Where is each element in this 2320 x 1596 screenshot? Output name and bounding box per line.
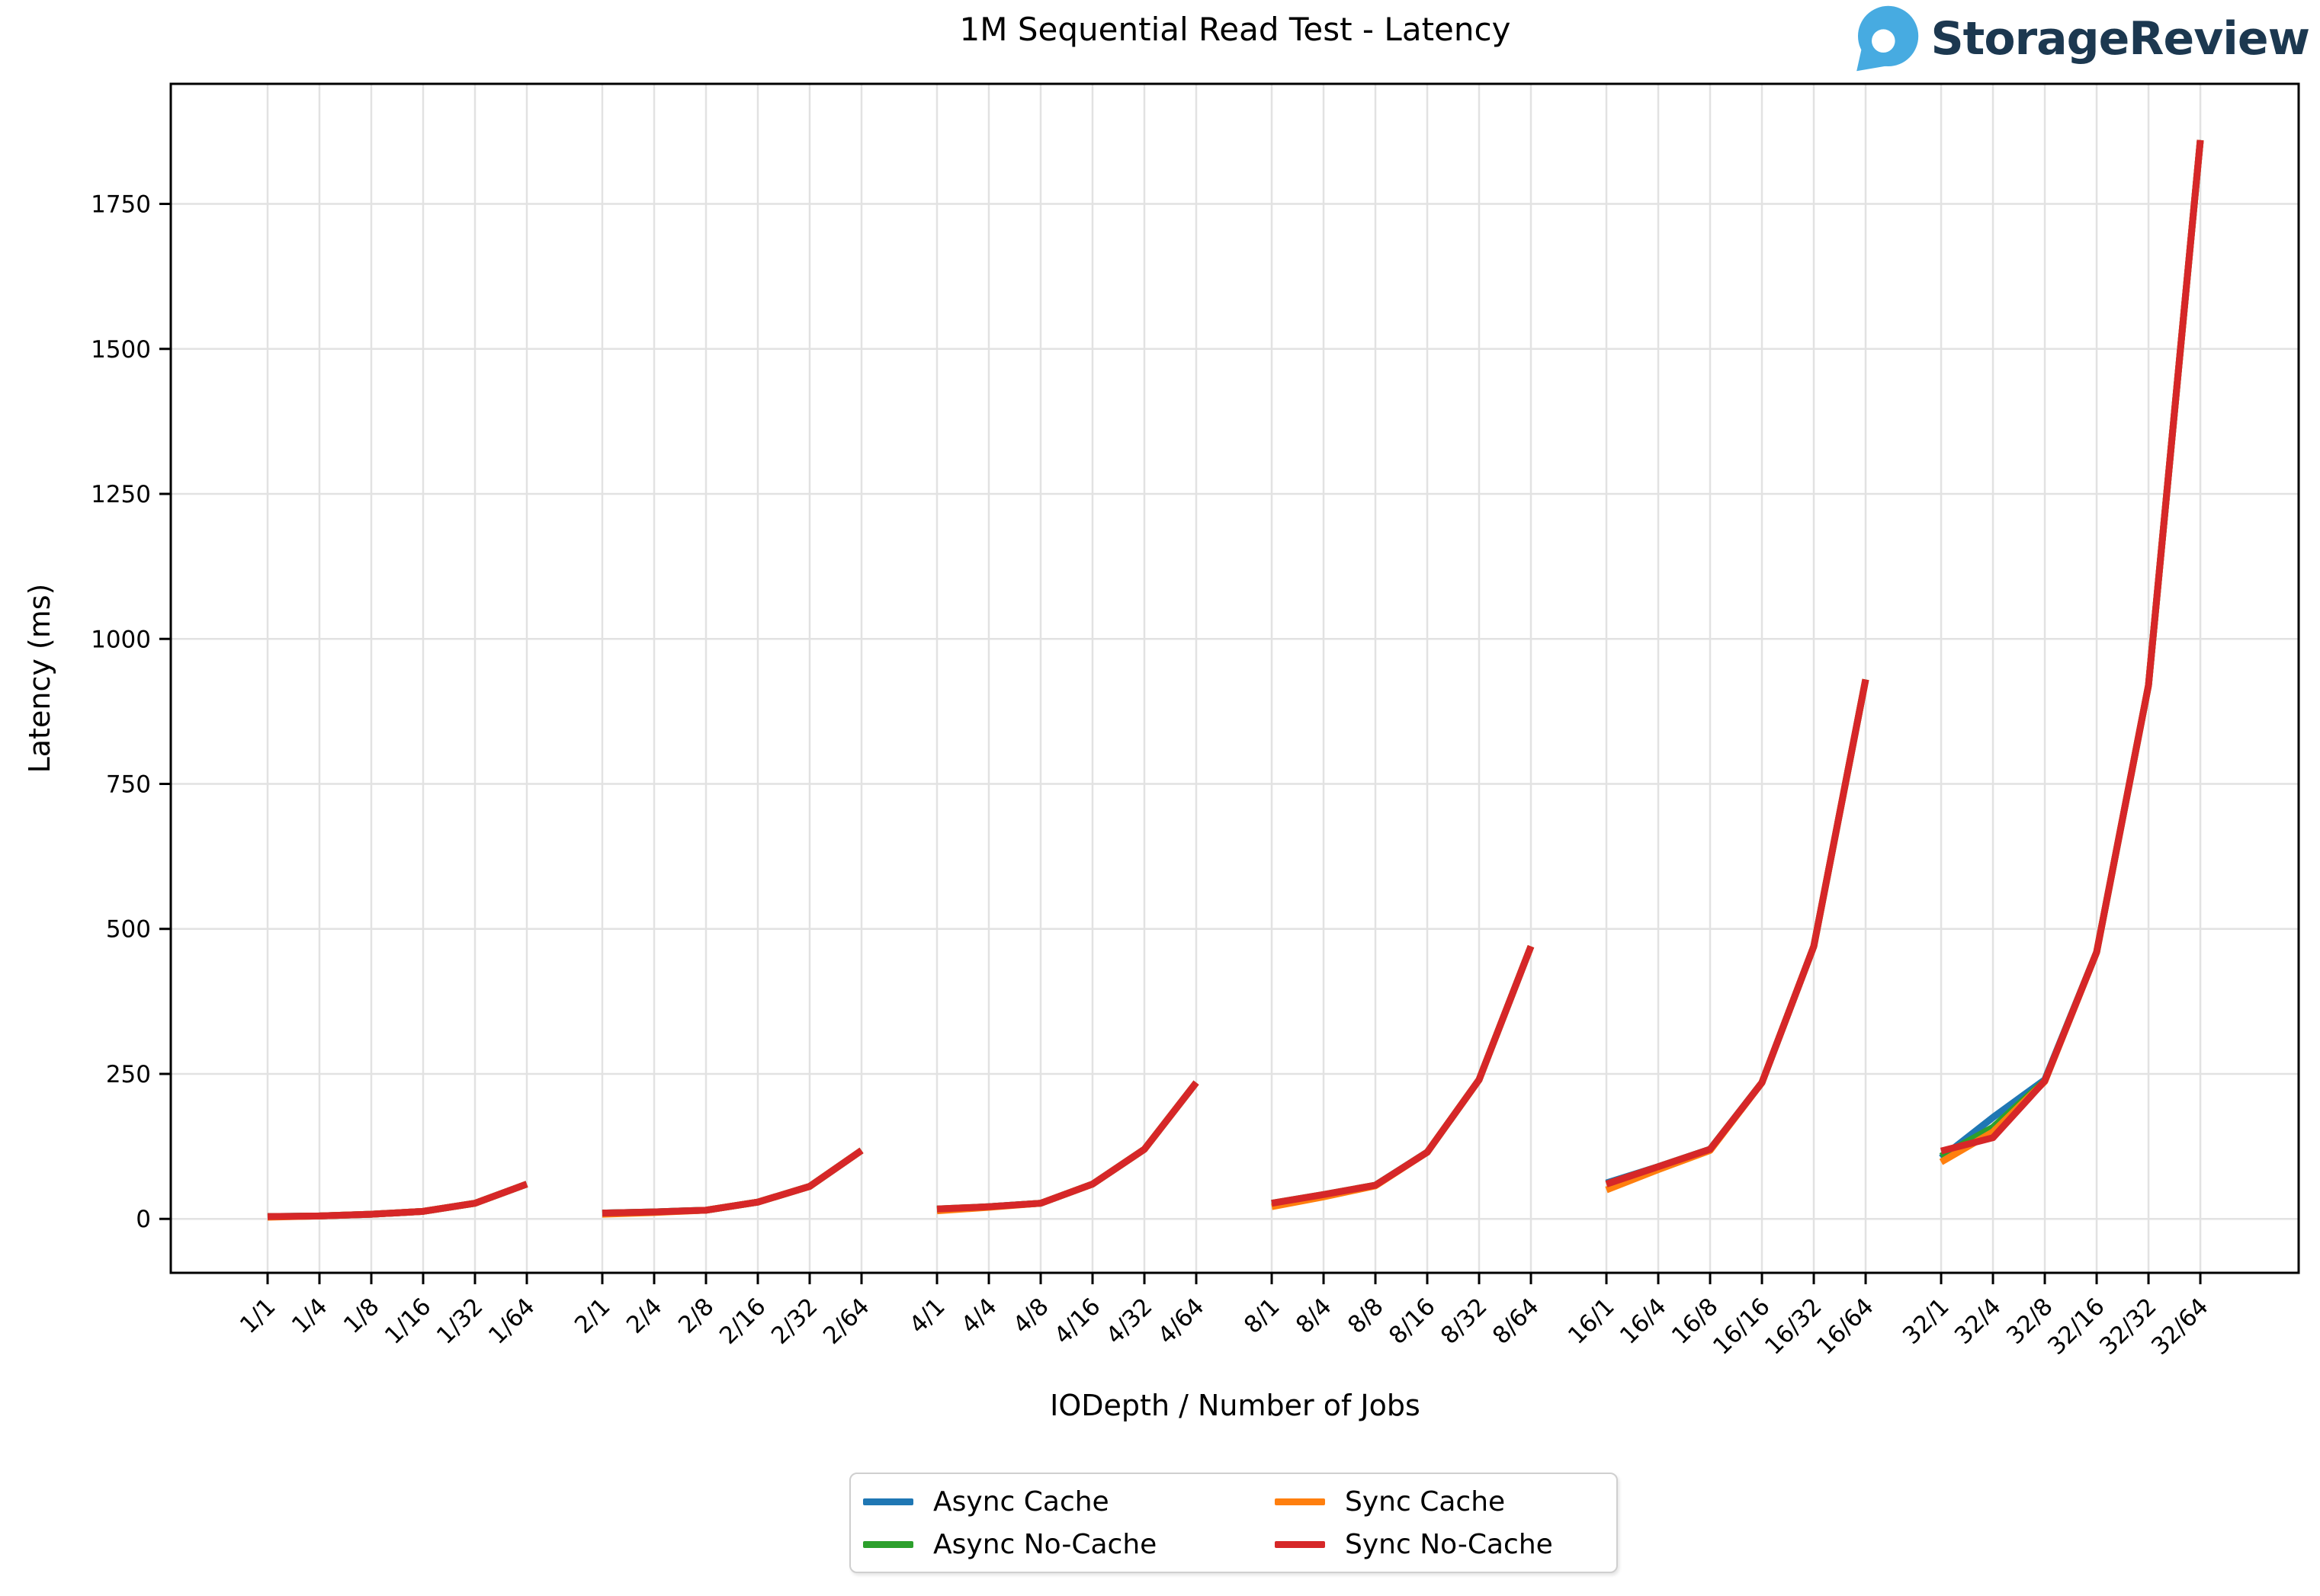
x-tick-label: 32/16 [2042, 1293, 2110, 1360]
storagereview-logo: StorageReview [1851, 5, 2310, 73]
x-tick-label: 2/16 [714, 1293, 772, 1350]
x-tick-label: 1/16 [380, 1293, 437, 1350]
y-tick-label: 1000 [91, 626, 151, 653]
x-tick-label: 8/1 [1239, 1293, 1285, 1339]
legend-item-async-no-cache: Async No-Cache [863, 1529, 1275, 1560]
x-tick-label: 1/32 [432, 1293, 489, 1350]
x-tick-label: 2/8 [673, 1293, 720, 1339]
y-tick-label: 1750 [91, 191, 151, 219]
series-sync-cache [267, 139, 2204, 1221]
legend-swatch-async-cache [863, 1498, 913, 1505]
y-tick-label: 750 [106, 771, 151, 798]
x-tick-label: 16/64 [1811, 1293, 1879, 1360]
x-tick-label: 4/16 [1049, 1293, 1106, 1350]
legend-label-sync-cache: Sync Cache [1345, 1485, 1506, 1517]
x-tick-label: 8/16 [1384, 1293, 1441, 1350]
y-tick-label: 1500 [91, 336, 151, 364]
legend-item-sync-cache: Sync Cache [1275, 1486, 1604, 1517]
x-tick-label: 4/1 [904, 1293, 951, 1339]
legend-item-sync-no-cache: Sync No-Cache [1275, 1529, 1604, 1560]
legend-swatch-sync-no-cache [1275, 1540, 1325, 1548]
x-tick-label: 16/1 [1563, 1293, 1620, 1350]
x-tick-label: 2/4 [621, 1293, 668, 1339]
x-axis-label: IODepth / Number of Jobs [1050, 1389, 1420, 1422]
x-tick-label: 1/64 [483, 1293, 541, 1350]
x-tick-label: 16/4 [1615, 1293, 1672, 1350]
x-tick-label: 32/4 [1949, 1293, 2007, 1350]
axis-ticks: 1/1 1/4 1/81/161/321/64 2/1 2/4 2/82/162/322/… [91, 191, 2214, 1360]
storagereview-logo-text: StorageReview [1930, 12, 2310, 66]
x-tick-label: 4/4 [956, 1293, 1003, 1339]
legend-label-async-cache: Async Cache [933, 1485, 1109, 1517]
x-tick-label: 2/32 [766, 1293, 823, 1350]
y-tick-label: 1250 [91, 481, 151, 508]
legend-swatch-async-no-cache [863, 1540, 913, 1548]
y-tick-label: 0 [136, 1206, 151, 1233]
y-tick-label: 500 [106, 916, 151, 944]
storagereview-logo-icon [1856, 5, 1919, 72]
x-tick-label: 32/64 [2146, 1293, 2214, 1360]
series-async-no-cache [267, 139, 2204, 1220]
x-tick-label: 8/8 [1343, 1293, 1389, 1339]
legend: Async Cache Sync Cache Async No-Cache Sy… [849, 1473, 1618, 1573]
x-tick-label: 16/32 [1760, 1293, 1827, 1360]
x-tick-label: 1/1 [235, 1293, 281, 1339]
gridlines [171, 84, 2299, 1273]
series-sync-no-cache [267, 139, 2204, 1220]
legend-label-async-no-cache: Async No-Cache [933, 1528, 1157, 1560]
legend-label-sync-no-cache: Sync No-Cache [1345, 1528, 1553, 1560]
x-tick-label: 1/4 [287, 1293, 333, 1339]
x-tick-label: 32/1 [1898, 1293, 1955, 1350]
x-tick-label: 4/32 [1101, 1293, 1158, 1350]
legend-item-async-cache: Async Cache [863, 1486, 1275, 1517]
x-tick-label: 8/4 [1291, 1293, 1337, 1339]
x-tick-label: 4/8 [1008, 1293, 1054, 1339]
legend-swatch-sync-cache [1275, 1498, 1325, 1505]
x-tick-label: 4/64 [1153, 1293, 1210, 1350]
series-async-cache [267, 139, 2204, 1220]
plot-spines [169, 82, 2300, 1274]
x-tick-label: 32/32 [2094, 1293, 2162, 1360]
x-tick-label: 2/64 [818, 1293, 875, 1350]
x-tick-label: 1/8 [339, 1293, 385, 1339]
x-tick-label: 2/1 [570, 1293, 616, 1339]
y-tick-label: 250 [106, 1061, 151, 1088]
x-tick-label: 16/16 [1708, 1293, 1776, 1360]
chart-title: 1M Sequential Read Test - Latency [959, 11, 1511, 48]
x-tick-label: 8/64 [1487, 1293, 1545, 1350]
x-tick-label: 8/32 [1436, 1293, 1493, 1350]
